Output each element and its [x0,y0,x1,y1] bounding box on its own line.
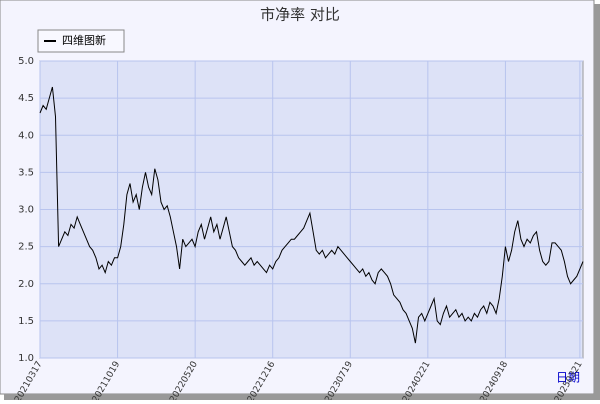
shadow [594,4,600,400]
series-line [39,86,584,344]
legend-label: 四维图新 [62,33,106,47]
y-tick-label: 3.0 [18,205,34,216]
y-tick-label: 2.0 [18,279,34,290]
y-tick-label: 3.5 [18,167,34,178]
x-axis-label: 日期 [556,371,580,385]
legend [37,29,125,53]
shadow [4,394,600,400]
y-tick-label: 1.0 [18,353,34,364]
chart-title: 市净率 对比 [260,6,340,24]
y-tick-label: 4.5 [18,93,34,104]
y-tick-label: 1.5 [18,316,34,327]
y-tick-label: 2.5 [18,242,34,253]
y-tick-label: 5.0 [18,56,34,67]
y-tick-label: 4.0 [18,130,34,141]
